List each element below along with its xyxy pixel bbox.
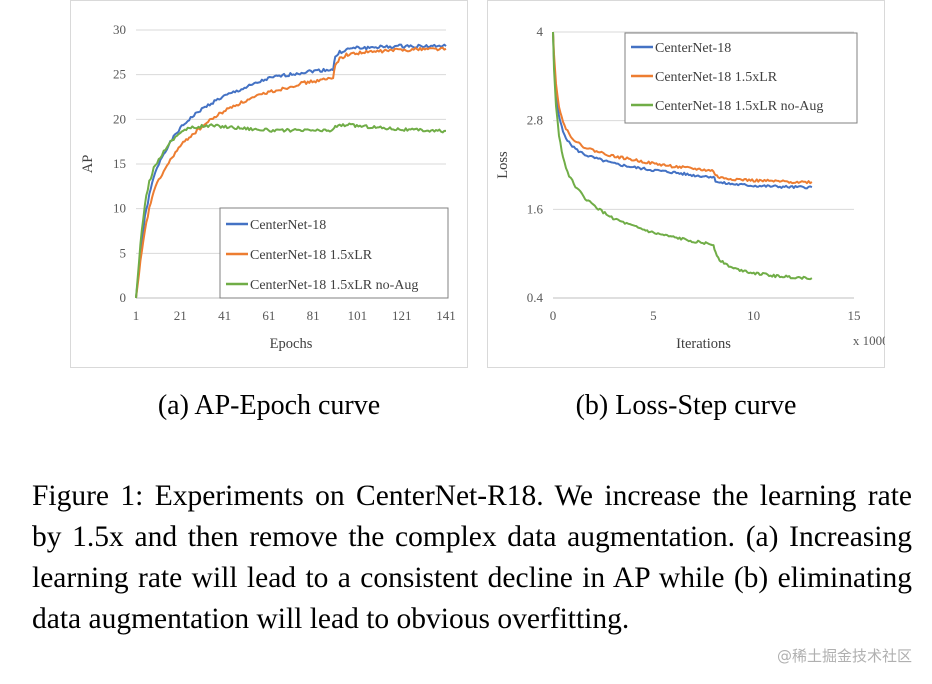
x-tick-label: 1 [133,308,140,323]
watermark: @稀土掘金技术社区 [776,647,912,665]
legend-label-2: CenterNet-18 1.5xLR [250,248,373,263]
series-line-3 [135,122,446,299]
loss-step-chart: 0.4 1.6 2.8 4 0 5 10 15 Iterations Loss x 10000 Cen… [487,0,885,368]
legend-box [624,32,858,124]
legend-label-1: CenterNet-18 [250,218,326,233]
y-tick-label: 2.8 [527,113,543,128]
ap-epoch-chart-panel: 0 5 10 15 20 25 30 1 21 41 61 81 101 121 141 Epochs AP Ce… [70,0,468,368]
y-tick-label: 0.4 [527,290,544,305]
legend-label-3: CenterNet-18 1.5xLR no-Aug [655,99,823,114]
y-tick-label: 20 [113,111,126,126]
series-line-1 [135,43,447,299]
x-tick-label: 21 [174,308,187,323]
subcaption-a: (a) AP-Epoch curve [157,390,381,421]
y-tick-label: 1.6 [527,201,544,216]
y-tick-label: 4 [537,24,544,39]
legend-box [219,207,449,299]
y-axis-title: Loss [495,151,511,179]
x-tick-label: 5 [650,308,657,323]
x-tick-label: 121 [392,308,412,323]
subcaption-b: (b) Loss-Step curve [575,390,797,421]
x-tick-label: 81 [307,308,320,323]
series-line-2 [135,46,447,299]
legend-label-1: CenterNet-18 [655,41,731,56]
x-tick-label: 141 [436,308,456,323]
y-tick-label: 5 [120,245,127,260]
y-tick-label: 25 [113,67,126,82]
x-axis-title: Epochs [270,336,313,352]
x-tick-label: 10 [747,308,760,323]
series-line-3 [552,31,813,281]
series-line-2 [552,31,813,185]
x-axis-title: Iterations [676,336,731,352]
x-multiplier-label: x 10000 [853,333,885,348]
x-tick-label: 61 [262,308,275,323]
y-tick-label: 15 [113,156,126,171]
x-tick-label: 41 [218,308,231,323]
x-tick-label: 15 [848,308,861,323]
legend-label-3: CenterNet-18 1.5xLR no-Aug [250,278,418,293]
y-axis-title: AP [80,155,96,174]
y-tick-label: 0 [120,290,127,305]
x-tick-label: 0 [550,308,557,323]
series-line-1 [552,31,813,190]
figure-caption: Figure 1: Experiments on CenterNet-R18. … [32,480,912,635]
loss-step-chart-panel: 0.4 1.6 2.8 4 0 5 10 15 Iterations Loss x 10000 Cen… [487,0,885,368]
legend-label-2: CenterNet-18 1.5xLR [655,70,778,85]
y-tick-label: 30 [113,22,126,37]
x-tick-label: 101 [348,308,368,323]
y-tick-label: 10 [113,201,126,216]
chart-frame [70,0,468,368]
